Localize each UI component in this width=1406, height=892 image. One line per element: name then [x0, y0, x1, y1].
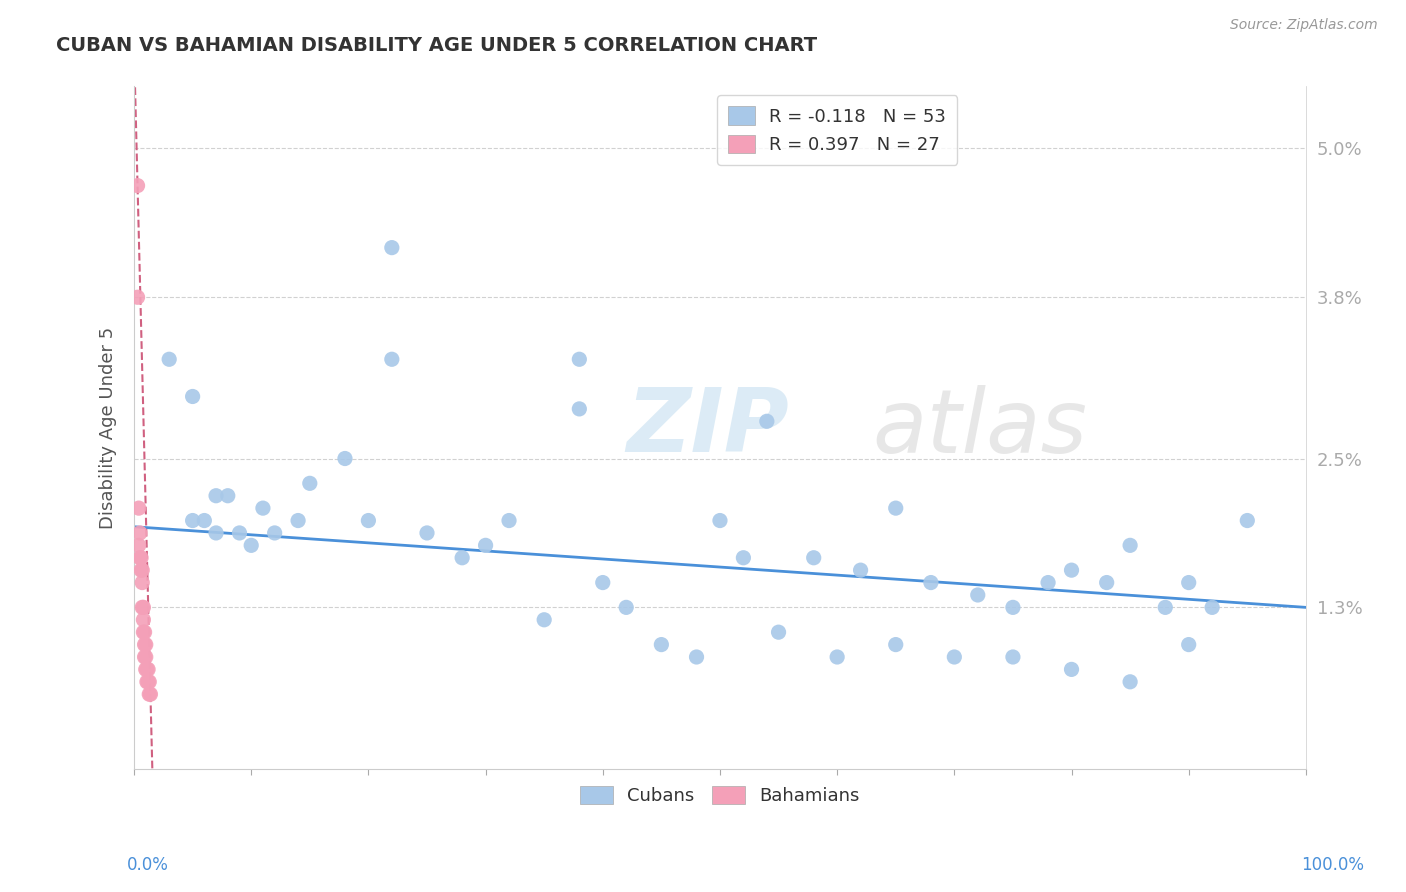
- Point: [181, 514, 204, 528]
- Point: [650, 638, 672, 652]
- Point: [1177, 638, 1199, 652]
- Point: [287, 514, 309, 528]
- Point: [1001, 600, 1024, 615]
- Point: [1060, 563, 1083, 577]
- Point: [803, 550, 825, 565]
- Point: [1060, 662, 1083, 676]
- Point: [127, 178, 149, 193]
- Point: [381, 352, 404, 367]
- Point: [263, 525, 285, 540]
- Point: [135, 662, 157, 676]
- Point: [709, 514, 731, 528]
- Point: [135, 662, 157, 676]
- Point: [128, 525, 150, 540]
- Point: [217, 489, 239, 503]
- Point: [129, 563, 152, 577]
- Point: [884, 638, 907, 652]
- Point: [733, 550, 755, 565]
- Point: [474, 538, 496, 552]
- Point: [138, 674, 160, 689]
- Point: [132, 625, 155, 640]
- Legend: Cubans, Bahamians: Cubans, Bahamians: [571, 777, 869, 814]
- Point: [128, 501, 150, 516]
- Point: [451, 550, 474, 565]
- Point: [157, 352, 180, 367]
- Point: [498, 514, 520, 528]
- Point: [333, 451, 356, 466]
- Point: [1095, 575, 1118, 590]
- Point: [131, 563, 153, 577]
- Point: [136, 674, 159, 689]
- Point: [127, 290, 149, 304]
- Text: 0.0%: 0.0%: [127, 856, 169, 874]
- Point: [135, 650, 157, 665]
- Point: [135, 674, 157, 689]
- Point: [134, 625, 156, 640]
- Point: [136, 662, 159, 676]
- Point: [128, 550, 150, 565]
- Text: 100.0%: 100.0%: [1301, 856, 1364, 874]
- Text: Source: ZipAtlas.com: Source: ZipAtlas.com: [1230, 18, 1378, 32]
- Point: [943, 650, 966, 665]
- Point: [1036, 575, 1059, 590]
- Point: [1177, 575, 1199, 590]
- Point: [568, 352, 591, 367]
- Point: [381, 241, 404, 255]
- Point: [128, 538, 150, 552]
- Point: [568, 401, 591, 416]
- Point: [1154, 600, 1177, 615]
- Point: [614, 600, 637, 615]
- Point: [966, 588, 988, 602]
- Point: [884, 501, 907, 516]
- Point: [134, 638, 156, 652]
- Point: [1236, 514, 1258, 528]
- Point: [135, 638, 157, 652]
- Point: [1001, 650, 1024, 665]
- Point: [228, 525, 250, 540]
- Point: [131, 575, 153, 590]
- Point: [139, 687, 162, 701]
- Point: [138, 687, 160, 701]
- Point: [1201, 600, 1223, 615]
- Point: [533, 613, 555, 627]
- Point: [1119, 538, 1142, 552]
- Point: [592, 575, 614, 590]
- Y-axis label: Disability Age Under 5: Disability Age Under 5: [100, 326, 117, 529]
- Point: [181, 389, 204, 403]
- Point: [920, 575, 942, 590]
- Point: [134, 650, 156, 665]
- Point: [1119, 674, 1142, 689]
- Point: [755, 414, 778, 428]
- Point: [849, 563, 872, 577]
- Point: [685, 650, 707, 665]
- Point: [193, 514, 215, 528]
- Point: [416, 525, 439, 540]
- Point: [205, 489, 228, 503]
- Point: [131, 600, 153, 615]
- Point: [205, 525, 228, 540]
- Point: [240, 538, 263, 552]
- Point: [357, 514, 380, 528]
- Point: [298, 476, 321, 491]
- Point: [768, 625, 790, 640]
- Point: [132, 600, 155, 615]
- Text: ZIP: ZIP: [626, 384, 789, 471]
- Point: [252, 501, 274, 516]
- Text: atlas: atlas: [872, 384, 1087, 470]
- Point: [129, 550, 152, 565]
- Text: CUBAN VS BAHAMIAN DISABILITY AGE UNDER 5 CORRELATION CHART: CUBAN VS BAHAMIAN DISABILITY AGE UNDER 5…: [56, 36, 817, 54]
- Point: [825, 650, 848, 665]
- Point: [132, 613, 155, 627]
